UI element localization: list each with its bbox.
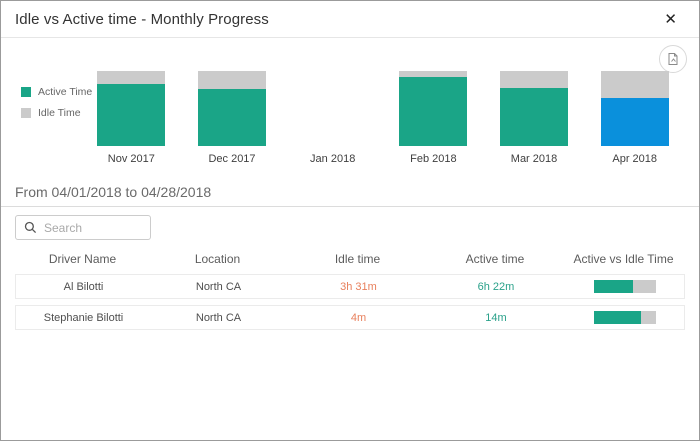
- progress-fill: [593, 280, 633, 293]
- drivers-table: Driver Name Location Idle time Active ti…: [15, 252, 685, 330]
- x-axis-label: Apr 2018: [612, 153, 658, 165]
- search-input[interactable]: [44, 220, 142, 235]
- active-time-swatch: [21, 87, 31, 97]
- idle-time-cell: 4m: [350, 311, 367, 324]
- chart-legend: Active Time Idle Time: [21, 86, 92, 128]
- column-header-idle-time: Idle time: [334, 252, 381, 266]
- column-header-active-time: Active time: [465, 252, 525, 266]
- active-vs-idle-progress-bar: [593, 280, 656, 293]
- legend-item-active-time[interactable]: Active Time: [21, 86, 92, 98]
- x-axis-label: Dec 2017: [208, 153, 256, 165]
- table-row[interactable]: Stephanie Bilotti North CA 4m 14m: [15, 305, 685, 330]
- chart-column-nov-2017: Nov 2017: [81, 71, 182, 171]
- monthly-progress-chart: Active Time Idle Time Nov 2017 Dec 2017 …: [1, 46, 699, 174]
- location-cell: North CA: [195, 311, 242, 324]
- active-vs-idle-cell: [561, 311, 688, 324]
- active-time-cell: 6h 22m: [477, 280, 515, 293]
- x-axis-label: Feb 2018: [410, 153, 457, 165]
- active-vs-idle-progress-bar: [593, 311, 656, 324]
- export-image-icon: [666, 52, 680, 66]
- stacked-bar[interactable]: [500, 71, 569, 146]
- x-axis-label: Mar 2018: [510, 153, 558, 165]
- active-time-cell: 14m: [485, 311, 507, 324]
- chart-column-dec-2017: Dec 2017: [182, 71, 283, 171]
- section-divider: [1, 206, 699, 207]
- x-axis-label: Jan 2018: [310, 153, 356, 165]
- column-header-active-vs-idle: Active vs Idle Time: [573, 252, 674, 266]
- table-header-row: Driver Name Location Idle time Active ti…: [15, 252, 685, 266]
- stacked-bar[interactable]: [198, 71, 266, 146]
- progress-fill: [593, 311, 641, 324]
- chart-column-jan-2018: Jan 2018: [282, 71, 383, 171]
- date-range-label: From 04/01/2018 to 04/28/2018: [15, 184, 212, 200]
- x-axis-label: Nov 2017: [107, 153, 155, 165]
- chart-column-apr-2018-selected: Apr 2018: [584, 71, 685, 171]
- search-box[interactable]: [15, 215, 151, 240]
- close-icon[interactable]: ✕: [664, 10, 677, 28]
- location-cell: North CA: [195, 280, 242, 293]
- active-vs-idle-cell: [561, 280, 688, 293]
- stacked-bar[interactable]: [299, 71, 367, 146]
- page-title: Idle vs Active time - Monthly Progress: [15, 10, 269, 28]
- search-icon: [24, 221, 37, 234]
- idle-time-cell: 3h 31m: [340, 280, 377, 293]
- column-header-location: Location: [194, 252, 241, 266]
- stacked-bar[interactable]: [97, 71, 166, 146]
- export-button[interactable]: [659, 45, 687, 73]
- stacked-bar[interactable]: [600, 71, 669, 146]
- driver-name-cell: Stephanie Bilotti: [43, 311, 124, 324]
- legend-label: Idle Time: [38, 107, 81, 119]
- stacked-bar[interactable]: [399, 71, 468, 146]
- dialog-header: Idle vs Active time - Monthly Progress ✕: [1, 1, 699, 38]
- driver-name-cell: Al Bilotti: [63, 280, 104, 293]
- legend-item-idle-time[interactable]: Idle Time: [21, 107, 92, 119]
- legend-label: Active Time: [38, 86, 93, 98]
- chart-plot-area: Nov 2017 Dec 2017 Jan 2018 Feb 2018 Mar …: [81, 71, 685, 171]
- chart-column-mar-2018: Mar 2018: [484, 71, 585, 171]
- column-header-driver-name: Driver Name: [48, 252, 117, 266]
- idle-time-swatch: [21, 108, 31, 118]
- table-row[interactable]: Al Bilotti North CA 3h 31m 6h 22m: [15, 274, 685, 299]
- chart-column-feb-2018: Feb 2018: [383, 71, 484, 171]
